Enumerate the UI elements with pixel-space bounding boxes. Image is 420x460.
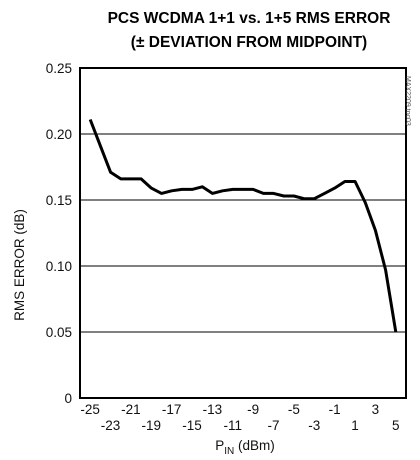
x-tick-label: -25: [80, 402, 100, 417]
series-line: [88, 118, 398, 333]
x-tick-label: -19: [142, 418, 162, 433]
x-axis-label-main: P: [215, 438, 224, 453]
y-tick-label: 0.25: [46, 61, 72, 76]
x-tick-label: -17: [162, 402, 182, 417]
watermark: MAX2209 toc03: [404, 76, 411, 126]
y-tick-label: 0.15: [46, 193, 72, 208]
chart-title-line-2: (± DEVIATION FROM MIDPOINT): [131, 34, 367, 51]
x-tick-label: -15: [182, 418, 202, 433]
y-tick-label: 0.05: [46, 325, 72, 340]
x-tick-label: -5: [288, 402, 300, 417]
x-axis-label: PIN (dBm): [215, 438, 275, 457]
x-tick-label: -23: [101, 418, 121, 433]
x-tick-label: 3: [372, 402, 380, 417]
x-axis-label-unit: (dBm): [234, 438, 275, 453]
y-tick-labels: 0 0.05 0.10 0.15 0.20 0.25: [46, 61, 72, 406]
y-tick-label: 0.10: [46, 259, 72, 274]
x-tick-label: -9: [247, 402, 259, 417]
x-tick-label: -1: [329, 402, 341, 417]
chart-title-line-1: PCS WCDMA 1+1 vs. 1+5 RMS ERROR: [108, 10, 391, 27]
y-axis-label: RMS ERROR (dB): [12, 209, 27, 321]
x-tick-label: -13: [203, 402, 223, 417]
plot-frame: [79, 67, 407, 399]
x-tick-label: -3: [308, 418, 320, 433]
x-tick-label: 5: [392, 418, 400, 433]
x-tick-label: -21: [121, 402, 141, 417]
x-tick-label: -7: [268, 418, 280, 433]
x-tick-label: 1: [351, 418, 359, 433]
x-tick-labels: -25 -21 -17 -13 -9 -5 -1 3-23 -19 -15 -11 -7 -3 1 5: [80, 402, 399, 433]
grid-lines: [80, 133, 406, 333]
x-tick-label: -11: [224, 418, 243, 433]
x-axis-label-subscript: IN: [224, 446, 234, 457]
y-tick-label: 0: [64, 391, 72, 406]
y-tick-label: 0.20: [46, 127, 72, 142]
